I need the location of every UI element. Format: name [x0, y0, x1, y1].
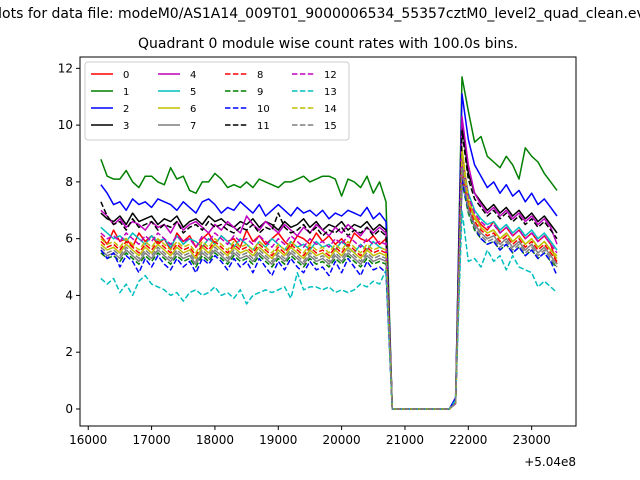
x-tick-label: 22000	[449, 433, 487, 447]
series-line-14	[100, 152, 558, 410]
series-layer	[100, 76, 558, 410]
plot-area-frame	[79, 56, 577, 427]
y-tick-label: 2	[65, 345, 73, 359]
x-tick-label: 16000	[69, 433, 107, 447]
legend-label-8: 8	[257, 70, 263, 81]
legend-label-11: 11	[257, 121, 270, 132]
legend-label-6: 6	[190, 104, 196, 115]
y-axis: 0 2 4 6 8 10 12	[58, 61, 80, 416]
series-line-11	[100, 130, 558, 410]
figure-suptitle: Plots for data file: modeM0/AS1A14_009T0…	[0, 6, 640, 22]
series-line-10	[100, 178, 558, 410]
x-tick-label: 23000	[513, 433, 551, 447]
series-line-1	[100, 76, 558, 410]
series-line-3	[100, 121, 558, 410]
x-tick-label: 21000	[386, 433, 424, 447]
series-line-13	[100, 209, 558, 410]
x-tick-label: 17000	[132, 433, 170, 447]
legend-label-0: 0	[123, 70, 129, 81]
legend-label-3: 3	[123, 121, 129, 132]
series-line-7	[100, 164, 558, 410]
x-tick-label: 19000	[259, 433, 297, 447]
x-axis: 16000 17000 18000 19000 20000 21000 22000 23000	[69, 426, 551, 447]
legend-label-10: 10	[257, 104, 270, 115]
y-tick-label: 4	[65, 288, 73, 302]
legend-label-15: 15	[324, 121, 337, 132]
legend-label-1: 1	[123, 87, 129, 98]
legend-label-4: 4	[190, 70, 196, 81]
series-line-8	[100, 169, 558, 410]
legend-label-9: 9	[257, 87, 263, 98]
legend-label-14: 14	[324, 104, 337, 115]
y-tick-label: 6	[65, 232, 73, 246]
y-tick-label: 10	[58, 118, 73, 132]
chart-title: Quadrant 0 module wise count rates with …	[138, 36, 518, 52]
legend-label-7: 7	[190, 121, 196, 132]
legend-label-5: 5	[190, 87, 196, 98]
series-line-15	[100, 166, 558, 410]
series-line-2	[100, 93, 558, 410]
y-tick-label: 8	[65, 175, 73, 189]
legend-label-13: 13	[324, 87, 337, 98]
legend-box	[84, 61, 350, 141]
series-line-5	[100, 155, 558, 410]
x-tick-label: 20000	[323, 433, 361, 447]
y-tick-label: 12	[58, 61, 73, 75]
x-axis-offset-label: +5.04e8	[524, 455, 576, 469]
series-line-9	[100, 181, 558, 410]
legend-label-12: 12	[324, 70, 337, 81]
legend-label-2: 2	[123, 104, 129, 115]
y-tick-label: 0	[65, 402, 73, 416]
series-line-12	[100, 158, 558, 410]
x-tick-label: 18000	[196, 433, 234, 447]
